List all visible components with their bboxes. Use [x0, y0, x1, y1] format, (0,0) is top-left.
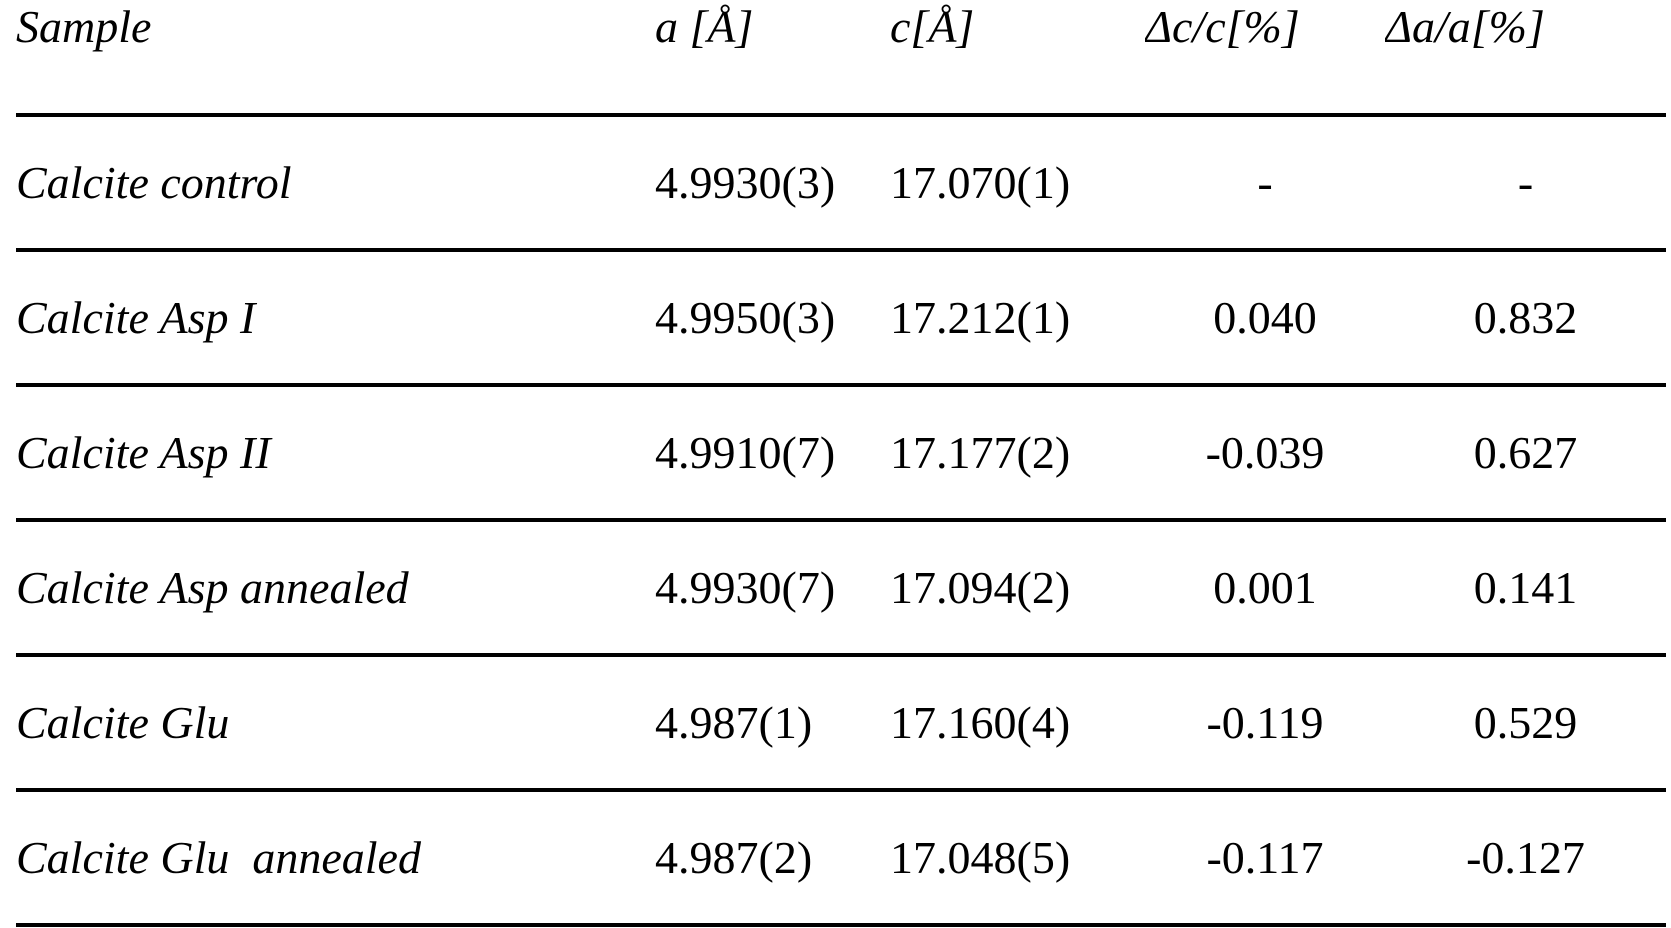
- a-value-cell: 4.9950(3): [655, 250, 890, 387]
- a-value-cell: 4.987(2): [655, 790, 890, 927]
- table-row: Calcite Glu 4.987(1) 17.160(4) -0.119 0.…: [16, 655, 1666, 792]
- dc-value-cell: -0.117: [1145, 790, 1385, 927]
- sample-name-cell: Calcite Asp annealed: [16, 520, 655, 657]
- column-header-sample: Sample: [16, 0, 655, 117]
- table-row: Calcite Glu annealed 4.987(2) 17.048(5) …: [16, 790, 1666, 927]
- lattice-parameters-table: Sample a [Å] c[Å] Δc/c[%] Δa/a[%] Calcit…: [16, 0, 1666, 927]
- sample-name-cell: Calcite control: [16, 115, 655, 252]
- da-value-cell: 0.627: [1385, 385, 1666, 522]
- dc-value-cell: -0.119: [1145, 655, 1385, 792]
- dc-value-cell: 0.001: [1145, 520, 1385, 657]
- c-value-cell: 17.212(1): [890, 250, 1145, 387]
- c-value-cell: 17.048(5): [890, 790, 1145, 927]
- da-value-cell: -0.127: [1385, 790, 1666, 927]
- c-value-cell: 17.094(2): [890, 520, 1145, 657]
- da-value-cell: -: [1385, 115, 1666, 252]
- c-value-cell: 17.177(2): [890, 385, 1145, 522]
- dc-value-cell: -0.039: [1145, 385, 1385, 522]
- c-value-cell: 17.070(1): [890, 115, 1145, 252]
- dc-value-cell: 0.040: [1145, 250, 1385, 387]
- sample-name-cell: Calcite Asp I: [16, 250, 655, 387]
- table-row: Calcite Asp I 4.9950(3) 17.212(1) 0.040 …: [16, 250, 1666, 387]
- a-value-cell: 4.9910(7): [655, 385, 890, 522]
- da-value-cell: 0.141: [1385, 520, 1666, 657]
- sample-name-cell: Calcite Glu annealed: [16, 790, 655, 927]
- table-row: Calcite Asp II 4.9910(7) 17.177(2) -0.03…: [16, 385, 1666, 522]
- sample-name-cell: Calcite Glu: [16, 655, 655, 792]
- column-header-da-over-a: Δa/a[%]: [1385, 0, 1666, 117]
- sample-name-cell: Calcite Asp II: [16, 385, 655, 522]
- header-row: Sample a [Å] c[Å] Δc/c[%] Δa/a[%]: [16, 0, 1666, 117]
- table-row: Calcite Asp annealed 4.9930(7) 17.094(2)…: [16, 520, 1666, 657]
- column-header-dc-over-c: Δc/c[%]: [1145, 0, 1385, 117]
- table-row: Calcite control 4.9930(3) 17.070(1) - -: [16, 115, 1666, 252]
- dc-value-cell: -: [1145, 115, 1385, 252]
- da-value-cell: 0.832: [1385, 250, 1666, 387]
- da-value-cell: 0.529: [1385, 655, 1666, 792]
- c-value-cell: 17.160(4): [890, 655, 1145, 792]
- column-header-c: c[Å]: [890, 0, 1145, 117]
- column-header-a: a [Å]: [655, 0, 890, 117]
- a-value-cell: 4.9930(7): [655, 520, 890, 657]
- a-value-cell: 4.9930(3): [655, 115, 890, 252]
- a-value-cell: 4.987(1): [655, 655, 890, 792]
